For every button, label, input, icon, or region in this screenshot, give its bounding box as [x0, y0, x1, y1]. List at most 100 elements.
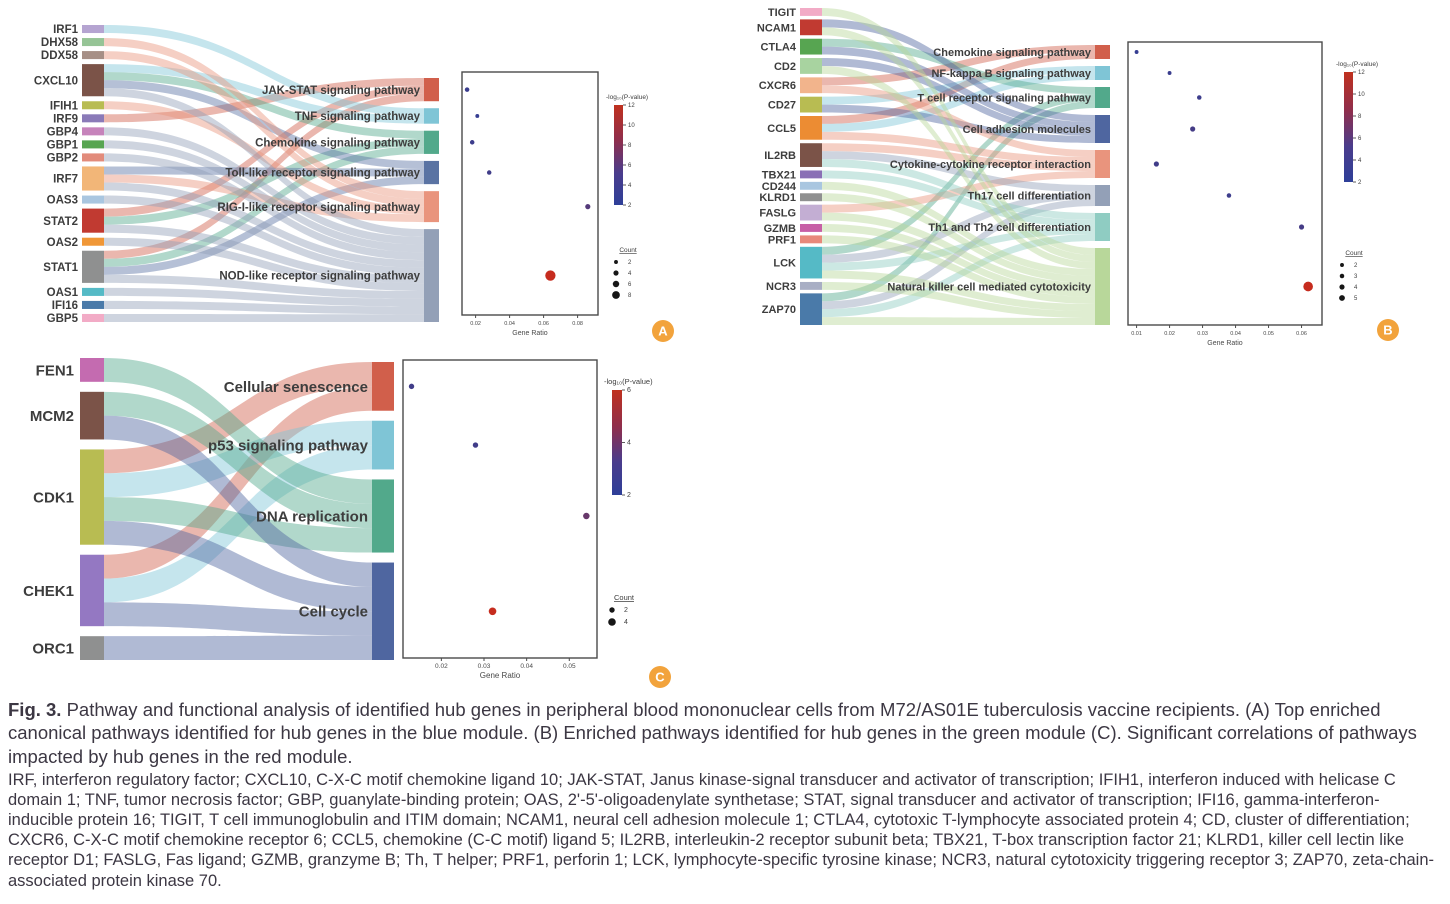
gene-label-GBP1: GBP1 — [47, 140, 79, 152]
gene-node-LCK — [800, 246, 822, 279]
dotplot-point — [1153, 161, 1159, 167]
dotplot-point — [486, 170, 492, 175]
count-legend-title: Count — [619, 247, 637, 254]
gene-node-OAS3 — [82, 195, 104, 204]
pathway-node — [424, 130, 439, 154]
caption-main: Fig. 3. Pathway and functional analysis … — [8, 698, 1444, 768]
count-legend-dot — [612, 291, 620, 299]
count-legend-label: 2 — [1354, 263, 1358, 269]
gene-node-IRF1 — [82, 25, 104, 34]
gene-node-GBP5 — [82, 313, 104, 322]
sankey-flow-CXCR6 — [822, 45, 1095, 86]
pathway-label: Cellular senescence — [224, 379, 368, 396]
gene-label-OAS2: OAS2 — [47, 237, 78, 249]
gene-label-CDK1: CDK1 — [33, 489, 74, 506]
sankey-flow-CD2 — [822, 65, 1095, 269]
count-legend-dot — [613, 270, 619, 276]
sankey-flow-STAT1 — [104, 93, 424, 259]
gene-node-ZAP70 — [800, 293, 822, 325]
sankey-flow-GBP1 — [104, 140, 424, 253]
sankey-flow-IRF7 — [104, 182, 424, 268]
pvalue-colorbar — [614, 105, 623, 205]
sankey-flow-TIGIT — [822, 8, 1095, 255]
gene-node-DHX58 — [82, 38, 104, 47]
dotplot-point — [1226, 193, 1232, 198]
gene-node-CCL5 — [800, 116, 822, 140]
sankey-flow-KLRD1 — [822, 193, 1095, 283]
dotplot-point — [488, 607, 497, 616]
gene-label-MCM2: MCM2 — [30, 408, 74, 425]
pathway-label: DNA replication — [256, 508, 368, 525]
count-legend-label: 2 — [628, 260, 632, 266]
gene-label-FEN1: FEN1 — [36, 362, 74, 379]
count-legend-dot — [1340, 263, 1344, 267]
pathway-node — [1095, 87, 1110, 108]
x-tick-label: 0.06 — [538, 321, 549, 327]
pathway-node — [424, 78, 439, 102]
sankey-flow-CXCR6 — [822, 85, 1095, 157]
pathway-node — [372, 479, 394, 553]
sankey-flow-OAS3 — [104, 195, 424, 276]
sankey-ribbons — [104, 358, 372, 660]
sankey-flow-STAT1 — [104, 146, 424, 267]
x-tick-label: 0.04 — [1230, 331, 1241, 337]
sankey-flow-IL2RB — [822, 159, 1095, 220]
figure-number-label: Fig. 3. — [8, 699, 62, 720]
dotplot-frame — [461, 71, 599, 316]
gene-node-NCAM1 — [800, 19, 822, 36]
sankey-flow-NCAM1 — [822, 19, 1095, 123]
colorbar-tick-label: 4 — [1358, 158, 1362, 164]
gene-node-FASLG — [800, 204, 822, 221]
sankey-flow-CHEK1 — [104, 445, 372, 603]
sankey-flow-IRF7 — [104, 166, 424, 177]
pathway-node — [424, 229, 439, 322]
count-legend-label: 6 — [628, 282, 632, 288]
x-tick-label: 0.05 — [563, 663, 576, 670]
gene-label-GBP2: GBP2 — [47, 153, 78, 165]
pathway-label: JAK-STAT signaling pathway — [262, 85, 421, 97]
count-legend-dot — [608, 618, 616, 626]
x-tick-label: 0.04 — [504, 321, 515, 327]
count-legend-dot — [612, 280, 620, 288]
caption-abbreviations: IRF, interferon regulatory factor; CXCL1… — [8, 770, 1435, 890]
count-legend-dot — [1339, 284, 1345, 290]
gene-node-TBX21 — [800, 170, 822, 179]
colorbar-tick-label: 4 — [628, 183, 632, 189]
gene-node-TIGIT — [800, 8, 822, 16]
colorbar-tick-label: 2 — [1358, 180, 1362, 186]
dotplot-point — [1303, 281, 1313, 292]
gene-label-CD244: CD244 — [762, 181, 797, 193]
pathway-label: Cytokine-cytokine receptor interaction — [890, 159, 1091, 171]
dotplot-point — [585, 204, 591, 210]
gene-label-IRF9: IRF9 — [53, 113, 78, 125]
gene-node-OAS1 — [82, 287, 104, 296]
sankey-flow-FASLG — [822, 171, 1095, 213]
sankey-flow-CCL5 — [822, 73, 1095, 132]
sankey-flow-CD244 — [822, 181, 1095, 276]
sankey-flow-STAT2 — [104, 85, 424, 217]
gene-label-CXCR6: CXCR6 — [759, 80, 796, 92]
gene-label-IL2RB: IL2RB — [764, 150, 796, 162]
gene-label-CXCL10: CXCL10 — [34, 75, 78, 87]
sankey-flow-STAT2 — [104, 224, 424, 284]
sankey-flow-GZMB — [822, 224, 1095, 297]
gene-node-IRF7 — [82, 166, 104, 191]
sankey-flow-ZAP70 — [822, 101, 1095, 302]
sankey-flow-IRF7 — [104, 174, 424, 223]
panel-marker-letter: B — [1383, 323, 1392, 338]
sankey-flow-OAS2 — [104, 237, 424, 292]
gene-label-IFI16: IFI16 — [52, 300, 78, 312]
colorbar-title: -log₁₀(P-value) — [1336, 61, 1378, 68]
pathway-label: NOD-like receptor signaling pathway — [219, 271, 420, 283]
dotplot-point — [1134, 50, 1139, 54]
pathway-label: Th1 and Th2 cell differentiation — [928, 222, 1091, 234]
dotplot-point — [1197, 95, 1202, 100]
dotplot-point — [472, 442, 479, 448]
gene-label-CTLA4: CTLA4 — [761, 42, 797, 54]
colorbar-tick-label: 6 — [627, 387, 631, 394]
sankey-flow-LCK — [822, 192, 1095, 263]
pathway-node — [424, 191, 439, 223]
panel-a: IRF1DHX58DDX58CXCL10IFIH1IRF9GBP4GBP1GBP… — [34, 24, 674, 342]
dotplot-point — [464, 87, 470, 92]
colorbar-tick-label: 6 — [628, 163, 632, 169]
